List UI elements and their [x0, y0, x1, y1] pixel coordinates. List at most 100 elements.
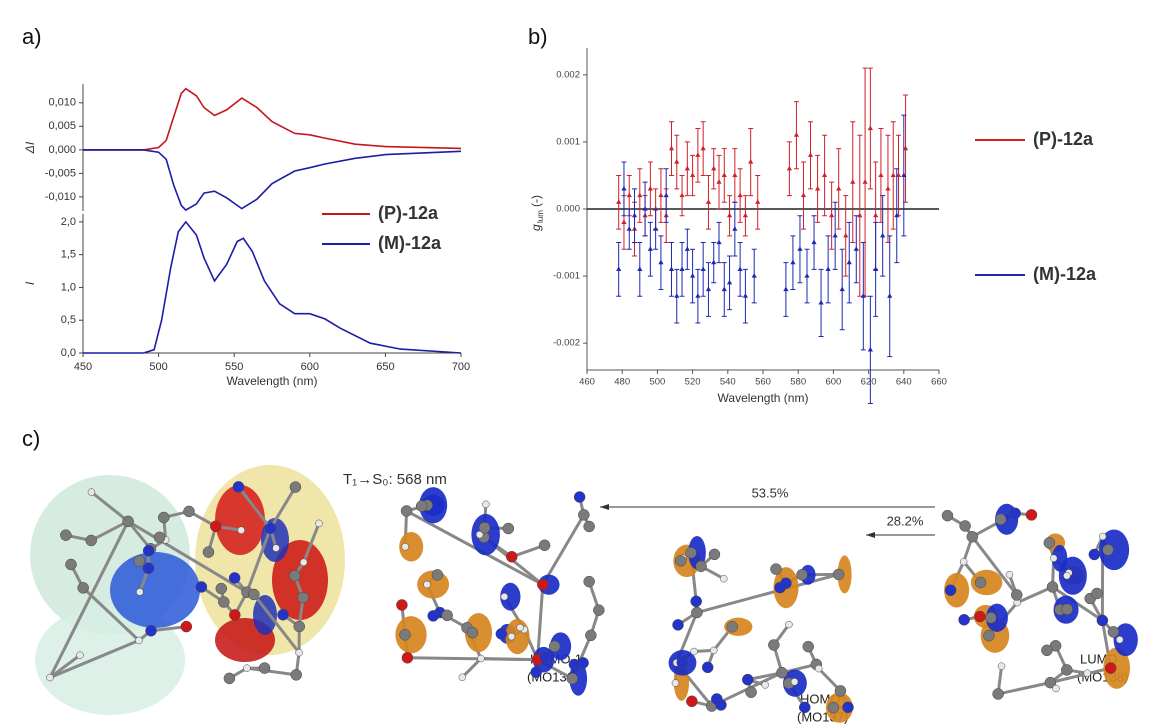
atom: [584, 521, 595, 532]
atom: [975, 577, 986, 588]
atom: [945, 585, 956, 596]
atom: [146, 625, 157, 636]
atom: [796, 569, 807, 580]
y-tick-label: 0,010: [48, 97, 76, 109]
atom: [776, 667, 787, 678]
y-tick-label: 0.001: [556, 136, 580, 147]
atom: [993, 688, 1004, 699]
atom: [265, 523, 276, 534]
y-tick-label: -0,010: [45, 191, 76, 203]
y-tick-label: 0.000: [556, 204, 580, 215]
atom: [424, 581, 431, 588]
atom: [134, 556, 145, 567]
y-tick-label: 0.002: [556, 69, 580, 80]
y-tick-label: -0.001: [553, 271, 580, 282]
y-axis-label-unit: (-): [529, 195, 543, 207]
atom: [539, 540, 550, 551]
atom: [675, 555, 686, 566]
surface: [253, 595, 277, 635]
atom: [1097, 615, 1108, 626]
atom: [1091, 588, 1102, 599]
atom: [243, 665, 250, 672]
atom: [578, 657, 589, 668]
atom: [196, 581, 207, 592]
atom: [843, 702, 854, 713]
x-tick-label: 460: [579, 377, 595, 388]
x-tick-label: 450: [74, 361, 92, 373]
atom: [593, 605, 604, 616]
atom: [686, 696, 697, 707]
arrow-label: 53.5%: [752, 485, 789, 500]
x-tick-label: 580: [790, 377, 806, 388]
surface: [215, 485, 265, 555]
y-tick-label: 1,0: [61, 281, 76, 293]
atom: [218, 597, 229, 608]
x-tick-label: 540: [720, 377, 736, 388]
atom: [691, 596, 702, 607]
atom: [298, 592, 309, 603]
atom: [828, 702, 839, 713]
y-axis-label: ΔI: [23, 141, 37, 154]
atom: [65, 559, 76, 570]
atom: [467, 627, 478, 638]
atom: [1084, 670, 1091, 677]
atom: [709, 549, 720, 560]
legend-label: (M)-12a: [1033, 264, 1097, 284]
atom: [184, 506, 195, 517]
atom: [479, 522, 490, 533]
x-tick-label: 480: [614, 377, 630, 388]
atom: [702, 662, 713, 673]
atom: [960, 558, 967, 565]
atom: [88, 489, 95, 496]
atom: [677, 657, 688, 668]
atom: [1105, 663, 1116, 674]
atom: [1099, 533, 1106, 540]
atom: [540, 652, 551, 663]
x-tick-label: 620: [861, 377, 877, 388]
y-tick-label: 0,0: [61, 347, 76, 359]
atom: [229, 572, 240, 583]
atom: [746, 687, 757, 698]
atom: [428, 610, 439, 621]
atom: [416, 501, 427, 512]
atom: [967, 531, 978, 542]
atom: [1006, 571, 1013, 578]
atom: [402, 652, 413, 663]
atom: [1103, 544, 1114, 555]
atom: [673, 619, 684, 630]
atom: [1089, 549, 1100, 560]
legend-label: (P)-12a: [1033, 129, 1094, 149]
atom: [158, 512, 169, 523]
atom: [585, 630, 596, 641]
atom: [402, 543, 409, 550]
atom: [273, 545, 280, 552]
atom: [459, 674, 466, 681]
atom: [60, 530, 71, 541]
atom: [815, 665, 822, 672]
atom: [216, 583, 227, 594]
atom: [691, 648, 698, 655]
atom: [289, 570, 300, 581]
panel-label: c): [22, 426, 40, 451]
y-axis-label-sub: lum: [536, 210, 545, 223]
atom: [517, 624, 524, 631]
atom: [508, 633, 515, 640]
atom: [584, 576, 595, 587]
atom: [803, 641, 814, 652]
legend-label: (M)-12a: [378, 233, 442, 253]
y-tick-label: 1,5: [61, 249, 76, 261]
atom: [983, 630, 994, 641]
atom: [1044, 537, 1055, 548]
atom: [974, 611, 985, 622]
atom: [833, 569, 844, 580]
atom: [136, 588, 143, 595]
atom: [1050, 555, 1057, 562]
atom: [959, 614, 970, 625]
atom: [567, 673, 578, 684]
atom: [294, 621, 305, 632]
y-axis-label-main: g: [529, 224, 543, 231]
atom: [315, 520, 322, 527]
atom: [1047, 581, 1058, 592]
atom: [1116, 636, 1123, 643]
atom: [401, 505, 412, 516]
